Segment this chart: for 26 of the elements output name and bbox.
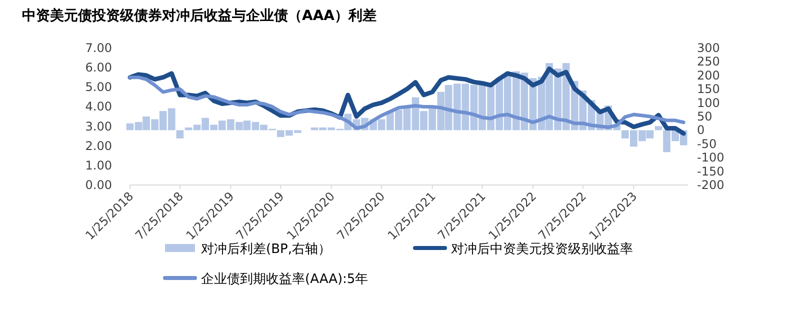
bar [176,130,184,138]
y-tick-label: 1.00 [85,158,112,172]
y2-tick-label: -200 [697,178,724,192]
legend-label: 企业债到期收益率(AAA):5年 [201,271,368,287]
bar [654,126,662,130]
y2-tick-label: 150 [697,82,720,96]
y2-tick-label: 50 [697,110,712,124]
y2-tick-label: -50 [697,136,717,151]
y-tick-label: 2.00 [85,138,112,153]
y-tick-label: 7.00 [85,41,112,55]
y2-tick-label: 200 [697,68,720,82]
y2-tick-label: 100 [697,96,720,110]
legend-label: 对冲后中资美元投资级别收益率 [451,241,633,257]
legend-label: 对冲后利差(BP,右轴） [201,242,331,257]
y-tick-label: 0.00 [85,178,112,192]
y-tick-label: 4.00 [85,100,112,114]
chart-title: 中资美元债投资级债券对冲后收益与企业债（AAA）利差 [22,7,377,24]
y-tick-label: 6.00 [85,60,112,75]
y2-tick-label: -150 [697,164,724,178]
y2-tick-label: 250 [697,54,720,69]
y-tick-label: 5.00 [85,80,112,94]
y2-tick-label: 0 [697,123,705,138]
line-series [128,76,686,130]
y2-tick-label: 300 [697,41,720,55]
y2-tick-label: -100 [697,150,724,165]
y-tick-label: 3.00 [85,119,112,134]
